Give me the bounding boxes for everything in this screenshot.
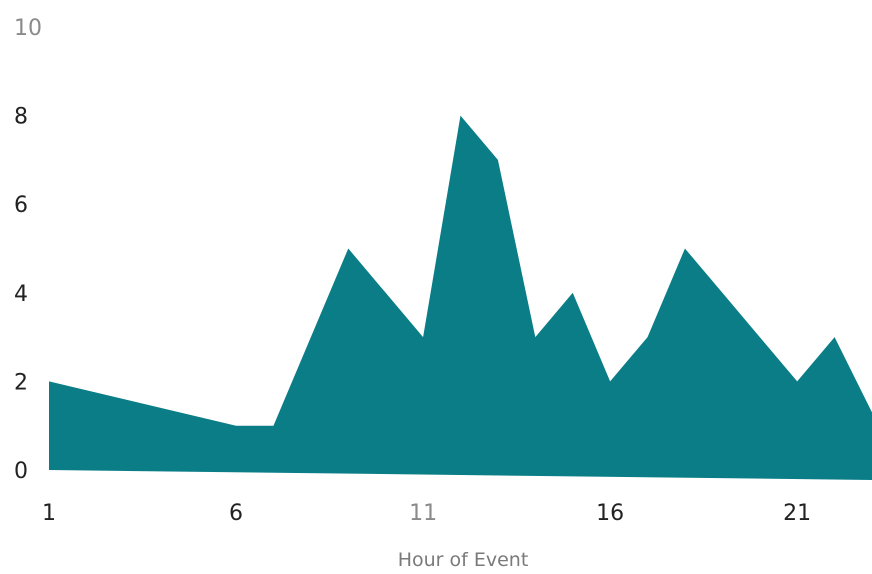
- series-area: [49, 115, 872, 480]
- y-tick-label: 10: [14, 16, 42, 41]
- x-tick-label: 16: [596, 501, 624, 526]
- y-tick-label: 6: [14, 193, 28, 218]
- x-tick-label: 21: [783, 501, 811, 526]
- x-tick-label: 1: [42, 501, 56, 526]
- y-tick-label: 0: [14, 459, 28, 484]
- y-axis-ticks: 0 2 4 6 8 10: [14, 16, 42, 484]
- y-tick-label: 4: [14, 282, 28, 307]
- area-layer: [49, 115, 872, 480]
- x-axis-ticks: 1 6 11 16 21: [42, 501, 811, 526]
- x-axis-label: Hour of Event: [398, 549, 529, 571]
- x-tick-label: 11: [409, 501, 437, 526]
- y-tick-label: 2: [14, 370, 28, 395]
- y-tick-label: 8: [14, 105, 28, 130]
- x-tick-label: 6: [229, 501, 243, 526]
